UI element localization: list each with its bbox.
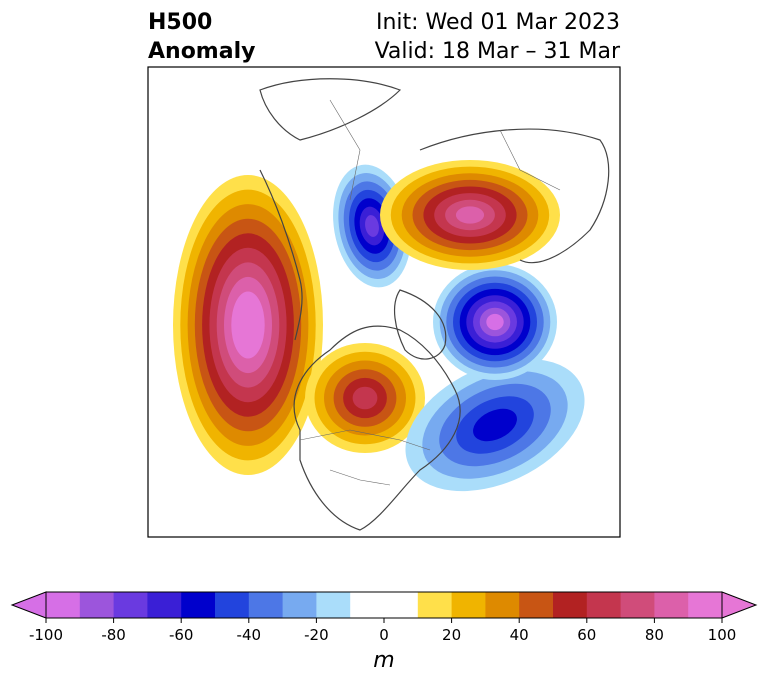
colorbar-cell <box>553 592 588 618</box>
colorbar-tick-label: 40 <box>509 626 529 644</box>
colorbar-cell <box>282 592 317 618</box>
anomaly-contour <box>455 206 485 224</box>
colorbar-extend-min <box>10 591 47 619</box>
colorbar-tick-label: -60 <box>168 626 194 644</box>
colorbar-cell <box>384 592 419 618</box>
anomaly-fills <box>173 160 585 492</box>
colorbar-ticks <box>45 618 723 623</box>
colorbar-cell <box>147 592 182 618</box>
colorbar-cell <box>620 592 655 618</box>
colorbar-tick-label: 0 <box>379 626 389 644</box>
title-variable: H500 <box>148 10 213 35</box>
colorbar-cell <box>586 592 622 618</box>
colorbar-cell <box>417 592 453 618</box>
colorbar-cell <box>350 592 385 618</box>
colorbar-tick-label: 80 <box>644 626 664 644</box>
chart-title-right: Init: Wed 01 Mar 2023 Valid: 18 Mar – 31… <box>375 8 620 66</box>
anomaly-contour <box>473 408 517 442</box>
colorbar-tick-label: 20 <box>442 626 462 644</box>
colorbar-tick-label: -80 <box>101 626 126 644</box>
init-date: Init: Wed 01 Mar 2023 <box>375 10 620 35</box>
colorbar-cell <box>215 592 250 618</box>
colorbar-tick-label: 100 <box>707 626 737 644</box>
chart-title-left: H500 Anomaly <box>148 8 255 66</box>
colorbar-cell <box>485 592 520 618</box>
colorbar-cell <box>181 592 216 618</box>
colorbar-cells <box>46 592 723 618</box>
colorbar <box>10 591 758 623</box>
colorbar-cell <box>113 592 148 618</box>
colorbar-cell <box>519 592 554 618</box>
political-borders <box>299 99 561 486</box>
anomaly-contour <box>352 386 378 410</box>
anomaly-contour <box>486 313 504 331</box>
colorbar-extend-max <box>721 591 758 619</box>
anomaly-map <box>147 66 621 538</box>
colorbar-cell <box>451 592 486 618</box>
title-field: Anomaly <box>148 39 256 64</box>
colorbar-cell <box>316 592 351 618</box>
colorbar-cell <box>688 592 723 618</box>
anomaly-contour <box>238 306 258 344</box>
colorbar-cell <box>654 592 689 618</box>
colorbar-tick-label: 60 <box>577 626 597 644</box>
colorbar-cell <box>79 592 115 618</box>
colorbar-tick-label: -100 <box>28 626 64 644</box>
colorbar-tick-label: -40 <box>236 626 262 644</box>
colorbar-tick-label: -20 <box>304 626 329 644</box>
colorbar-cell <box>248 592 284 618</box>
valid-range: Valid: 18 Mar – 31 Mar <box>374 39 620 64</box>
coastlines <box>259 78 610 531</box>
map-frame <box>147 66 621 538</box>
colorbar-unit-label: m <box>373 648 395 673</box>
anomaly-contour <box>365 215 379 237</box>
colorbar-cell <box>46 592 81 618</box>
